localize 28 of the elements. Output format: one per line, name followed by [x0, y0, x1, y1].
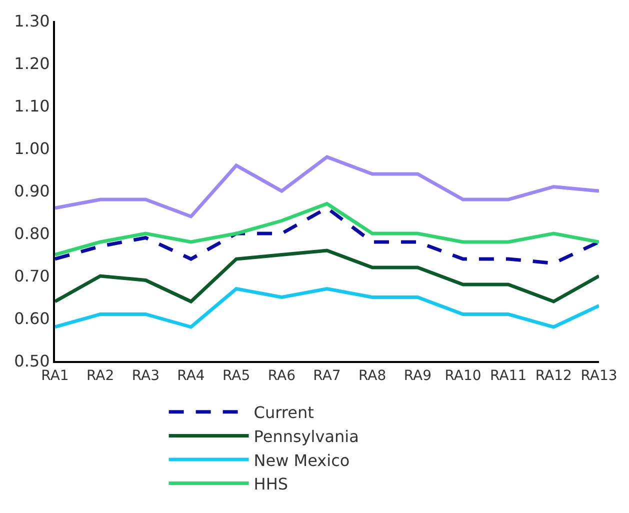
- y-tick-label: 0.70: [14, 266, 50, 286]
- y-tick-label: 1.10: [14, 96, 50, 116]
- x-tick-label: RA7: [313, 368, 341, 384]
- x-tick-label: RA10: [444, 368, 482, 384]
- y-tick-label: 1.30: [14, 12, 50, 31]
- legend-label: New Mexico: [254, 450, 350, 470]
- legend-label: HHS: [254, 474, 288, 494]
- x-tick-label: RA13: [580, 368, 618, 384]
- legend-label: Pennsylvania: [254, 426, 359, 446]
- line-series: [55, 287, 599, 329]
- x-tick-label: RA11: [490, 368, 527, 384]
- line-series: [55, 248, 599, 304]
- line-series: [55, 155, 599, 218]
- y-tick-label: 0.90: [14, 182, 50, 201]
- x-tick-label: RA3: [132, 368, 160, 384]
- x-tick-label: RA12: [535, 368, 572, 384]
- y-tick-label: 1.00: [14, 139, 50, 158]
- x-tick-label: RA5: [222, 368, 250, 384]
- x-tick-label: RA6: [268, 368, 296, 384]
- y-tick-label: 1.20: [14, 54, 50, 74]
- line-series: [55, 202, 599, 256]
- x-tick-label: RA4: [177, 368, 205, 384]
- x-tick-label: RA9: [404, 368, 432, 384]
- y-tick-label: 0.60: [14, 309, 50, 328]
- x-tick-label: RA2: [86, 368, 114, 384]
- legend-label: Current: [254, 403, 314, 422]
- x-tick-label: RA8: [358, 368, 386, 384]
- y-tick-label: 0.80: [14, 224, 50, 244]
